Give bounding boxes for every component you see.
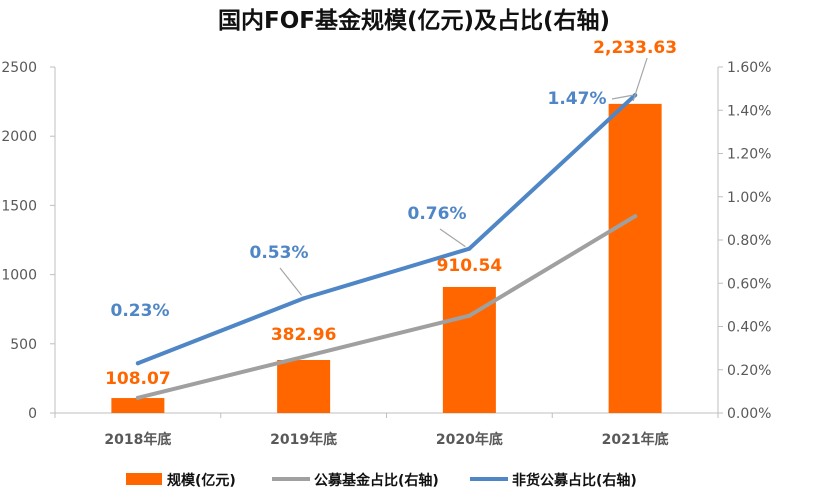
right-tick-label: 0.40% [727, 320, 771, 336]
legend-label-nonmoney-share: 非货公募占比(右轴) [512, 472, 637, 489]
x-tick-label: 2021年底 [602, 431, 669, 448]
bar-value-label: 382.96 [271, 325, 337, 345]
legend-label-bar: 规模(亿元) [167, 472, 236, 489]
right-tick-label: 1.60% [727, 60, 771, 76]
bar-label-leader [632, 57, 648, 102]
point-fund-share [467, 313, 472, 318]
right-tick-label: 0.00% [727, 406, 771, 422]
bar-value-label: 910.54 [437, 256, 503, 276]
line-value-label: 0.76% [408, 204, 467, 224]
point-nonmoney-share [301, 296, 306, 301]
bar-scale [277, 359, 331, 413]
line-label-leader [439, 228, 466, 248]
left-tick-label: 1500 [1, 198, 37, 214]
chart-title: 国内FOF基金规模(亿元)及占比(右轴) [218, 7, 610, 34]
left-tick-label: 0 [28, 406, 37, 422]
line-label-leader [611, 94, 634, 100]
point-nonmoney-share [135, 361, 140, 366]
x-tick-label: 2018年底 [104, 431, 171, 448]
bar-scale [608, 103, 662, 414]
line-value-label: 0.23% [111, 301, 170, 321]
line-label-leader [279, 267, 303, 296]
legend-label-fund-share: 公募基金占比(右轴) [314, 472, 439, 489]
point-nonmoney-share [467, 246, 472, 251]
line-value-label: 0.53% [250, 243, 309, 263]
x-tick-label: 2020年底 [436, 431, 503, 448]
left-tick-label: 2500 [1, 60, 37, 76]
left-tick-label: 1000 [1, 268, 37, 284]
left-tick-label: 500 [10, 337, 37, 353]
right-tick-label: 0.60% [727, 276, 771, 292]
right-tick-label: 0.20% [727, 363, 771, 379]
line-fund-share [135, 214, 638, 400]
point-fund-share [633, 214, 638, 219]
bar-value-label: 108.07 [105, 369, 171, 389]
bar-scale [111, 398, 165, 413]
line-value-label: 1.47% [548, 89, 607, 109]
bar-scale [442, 286, 496, 413]
bar-value-label: 2,233.63 [593, 38, 677, 58]
legend-swatch-bar [126, 473, 162, 485]
line-nonmoney-share [135, 93, 638, 366]
point-fund-share [135, 395, 140, 400]
right-tick-label: 0.80% [727, 233, 771, 249]
right-tick-label: 1.20% [727, 147, 771, 163]
point-fund-share [301, 354, 306, 359]
x-tick-label: 2019年底 [270, 431, 337, 448]
right-tick-label: 1.40% [727, 103, 771, 119]
left-tick-label: 2000 [1, 129, 37, 145]
right-tick-label: 1.00% [727, 190, 771, 206]
